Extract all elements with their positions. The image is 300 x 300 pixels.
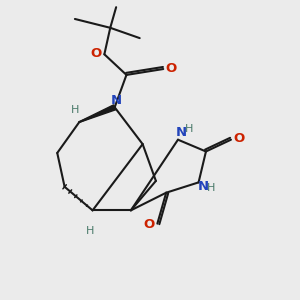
- Text: N: N: [197, 180, 208, 193]
- Text: H: H: [85, 226, 94, 236]
- Text: O: O: [143, 218, 155, 231]
- Text: O: O: [234, 132, 245, 145]
- Text: H: H: [71, 105, 79, 115]
- Text: N: N: [111, 94, 122, 107]
- Text: N: N: [176, 126, 188, 139]
- Text: H: H: [185, 124, 193, 134]
- Text: H: H: [207, 183, 215, 193]
- Text: O: O: [166, 61, 177, 75]
- Polygon shape: [79, 105, 116, 122]
- Text: O: O: [91, 47, 102, 60]
